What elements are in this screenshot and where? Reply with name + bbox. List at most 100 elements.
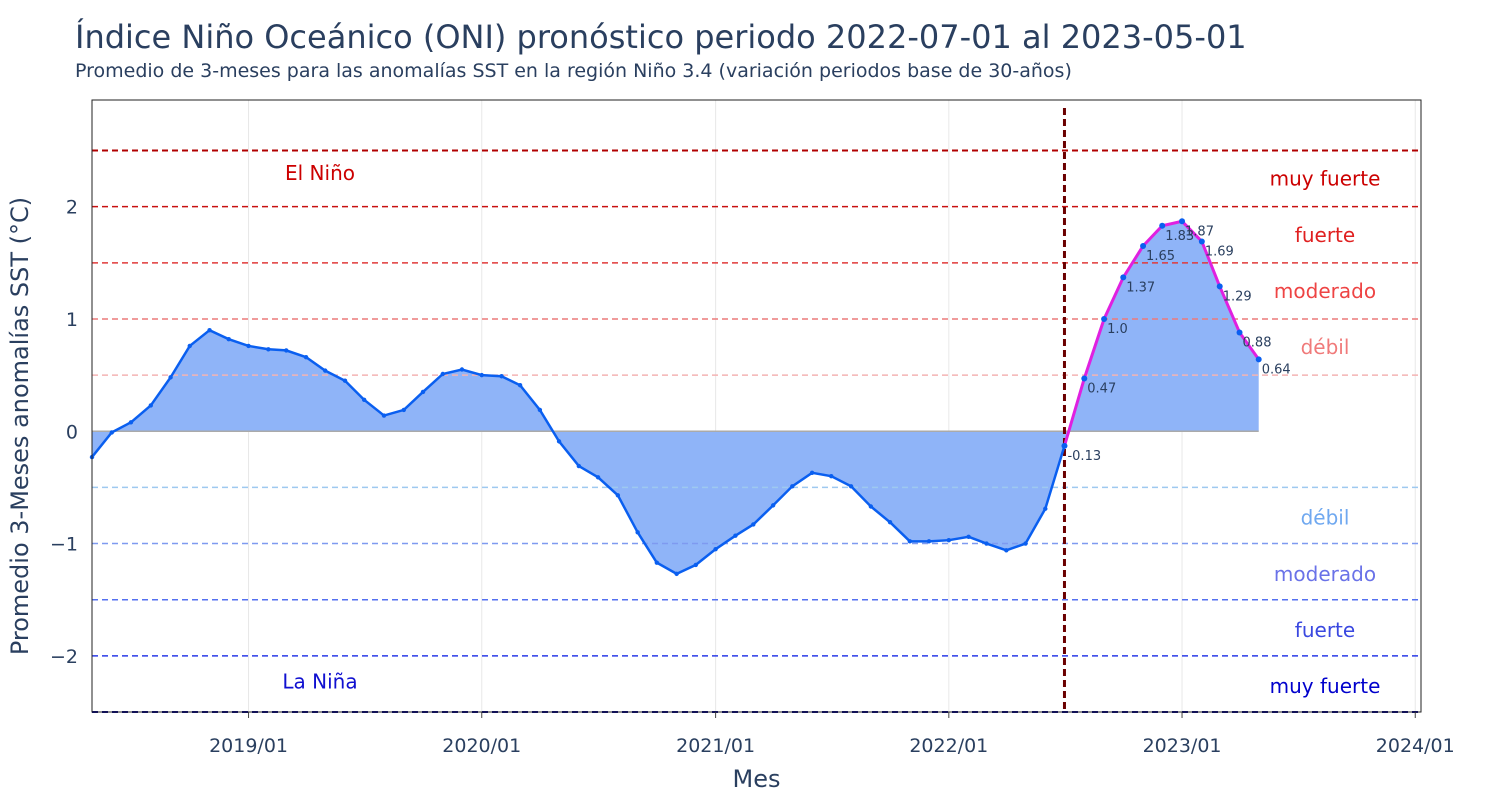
forecast-data-label: 1.29 [1223,289,1252,304]
axis-layer: 2019/01 2020/01 2021/01 2022/01 2023/01 2024/… [6,99,1455,793]
forecast-point [1101,315,1108,322]
observed-point [946,537,952,543]
observed-point [713,546,718,552]
observed-point [266,347,271,352]
observed-point [246,343,251,349]
observed-point [635,530,640,535]
y-tick-label: 2 [66,197,78,219]
y-tick-label: −1 [50,534,78,556]
observed-point [770,503,776,508]
intensity-label: muy fuerte [1270,674,1381,698]
observed-point [966,534,971,540]
forecast-data-label: 1.87 [1185,224,1214,239]
observed-point [809,470,815,476]
x-tick-label: 2023/01 [1143,735,1222,757]
plot-frame [91,99,1422,713]
forecast-point [1216,283,1223,290]
line-layer [89,218,1262,577]
observed-point [693,562,699,568]
observed-point [868,504,874,509]
intensity-label: fuerte [1295,223,1355,247]
area-layer [92,221,1259,574]
y-tick-label: 0 [66,421,78,443]
observed-point [517,383,523,388]
forecast-point [1159,222,1166,229]
intensity-label: muy fuerte [1270,167,1381,191]
intensity-label: moderado [1274,279,1376,303]
observed-point [226,336,231,342]
observed-point [342,378,348,383]
forecast-point [1120,274,1127,281]
forecast-point [1198,238,1205,245]
observed-point [733,533,738,538]
x-tick-label: 2020/01 [442,735,521,757]
observed-point [168,375,173,380]
observed-point [187,343,192,349]
observed-point [984,541,989,546]
observed-point [459,367,465,372]
observed-point [887,520,893,525]
observed-point [499,374,504,379]
forecast-point [1081,375,1088,382]
forecast-data-label: 1.69 [1205,244,1234,259]
y-axis-title: Promedio 3-Meses anomalías SST (°C) [6,197,34,655]
x-tick-label: 2022/01 [909,735,988,757]
forecast-data-label: 0.64 [1262,362,1291,377]
observed-point [109,430,115,435]
observed-point [401,407,407,413]
observed-point [556,439,562,444]
forecast-data-label: -0.13 [1067,449,1101,464]
intensity-label: débil [1301,506,1350,530]
chart-title: Índice Niño Oceánico (ONI) pronóstico pe… [75,18,1247,56]
observed-point [479,372,484,378]
observed-point [440,371,445,377]
observed-point [303,354,309,360]
observed-point [537,407,543,413]
observed-point [595,475,601,480]
observed-point [615,493,621,498]
observed-point [1043,506,1048,511]
forecast-point [1255,356,1262,363]
forecast-point [1179,218,1186,225]
observed-point [323,368,328,373]
observed-point [1023,541,1028,546]
el-nino-label: El Niño [285,161,355,185]
observed-point [829,473,834,479]
observed-point [674,571,679,577]
forecast-data-label: 0.88 [1243,335,1272,350]
observed-point [284,348,289,353]
forecast-data-label: 1.83 [1165,229,1194,244]
forecast-data-label: 1.0 [1107,322,1128,337]
observed-point [148,403,153,408]
forecast-point [1061,442,1068,449]
observed-point [848,484,854,489]
intensity-label: débil [1301,335,1350,359]
forecast-point [1236,329,1243,336]
forecast-data-label: 1.37 [1126,280,1155,295]
y-tick-label: −2 [50,646,78,668]
y-tick-label: 1 [66,309,78,331]
x-tick-label: 2024/01 [1376,735,1455,757]
forecast-point [1140,242,1147,249]
observed-point [381,413,387,418]
intensity-label: fuerte [1295,618,1355,642]
observed-point [361,397,367,403]
observed-point [654,560,660,565]
label-layer: -0.13 0.47 1.0 1.37 1.65 1.831.87 1.69 1.29 0.88… [282,161,1380,698]
x-axis-title: Mes [733,765,781,793]
anomaly-fill-area [92,221,1259,574]
observed-point [790,484,795,489]
la-nina-label: La Niña [282,670,357,694]
observed-point [751,522,756,527]
forecast-data-label: 1.65 [1146,249,1175,264]
x-tick-label: 2021/01 [676,735,755,757]
intensity-label: moderado [1274,562,1376,586]
x-tick-label: 2019/01 [209,735,288,757]
observed-point [207,328,212,333]
observed-point [1004,548,1009,553]
observed-point [926,539,932,544]
observed-point [128,420,134,425]
observed-point [420,389,426,395]
observed-point [907,539,913,544]
